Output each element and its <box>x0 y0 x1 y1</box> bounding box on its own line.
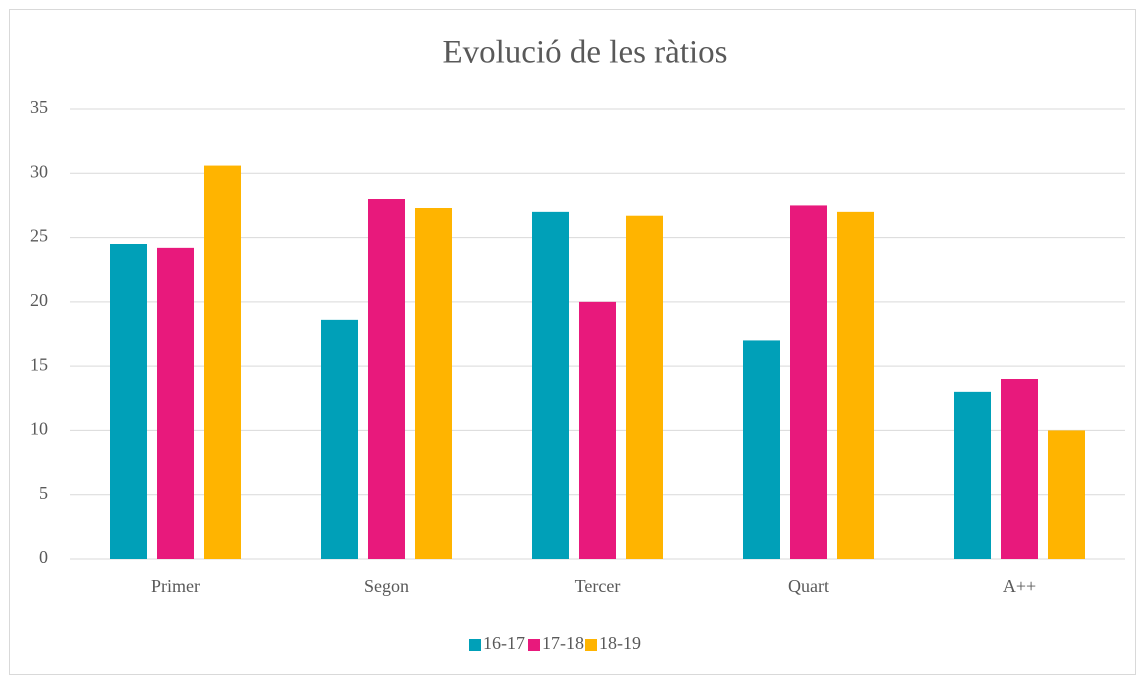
legend-label: 17-18 <box>542 633 584 653</box>
y-tick-label: 10 <box>30 419 48 439</box>
bar <box>157 247 194 559</box>
y-tick-label: 5 <box>39 483 48 503</box>
y-tick-label: 0 <box>39 547 48 567</box>
x-tick-label: Quart <box>788 576 829 596</box>
x-tick-label: Primer <box>151 576 200 596</box>
bar <box>1001 379 1038 559</box>
bar <box>532 211 569 559</box>
bar <box>743 340 780 559</box>
bar <box>321 319 358 559</box>
bar <box>626 215 663 559</box>
legend-label: 18-19 <box>599 633 641 653</box>
bar <box>579 301 616 559</box>
y-tick-label: 25 <box>30 226 48 246</box>
x-tick-label: Segon <box>364 576 409 596</box>
legend-swatch <box>469 639 481 651</box>
bar <box>837 211 874 559</box>
y-tick-label: 15 <box>30 354 48 374</box>
y-tick-label: 20 <box>30 290 48 310</box>
chart-title: Evolució de les ràtios <box>442 35 727 71</box>
bar <box>790 205 827 559</box>
x-tick-label: Tercer <box>575 576 621 596</box>
bar <box>954 391 991 559</box>
legend-swatch <box>585 639 597 651</box>
legend-label: 16-17 <box>483 633 525 653</box>
y-tick-label: 35 <box>30 97 48 117</box>
bar <box>368 199 405 559</box>
bar <box>110 244 147 559</box>
chart-frame <box>9 9 1136 675</box>
bar <box>415 208 452 559</box>
bar <box>204 165 241 560</box>
bar <box>1048 430 1085 559</box>
legend-swatch <box>528 639 540 651</box>
x-tick-label: A++ <box>1003 576 1036 596</box>
y-tick-label: 30 <box>30 161 48 181</box>
